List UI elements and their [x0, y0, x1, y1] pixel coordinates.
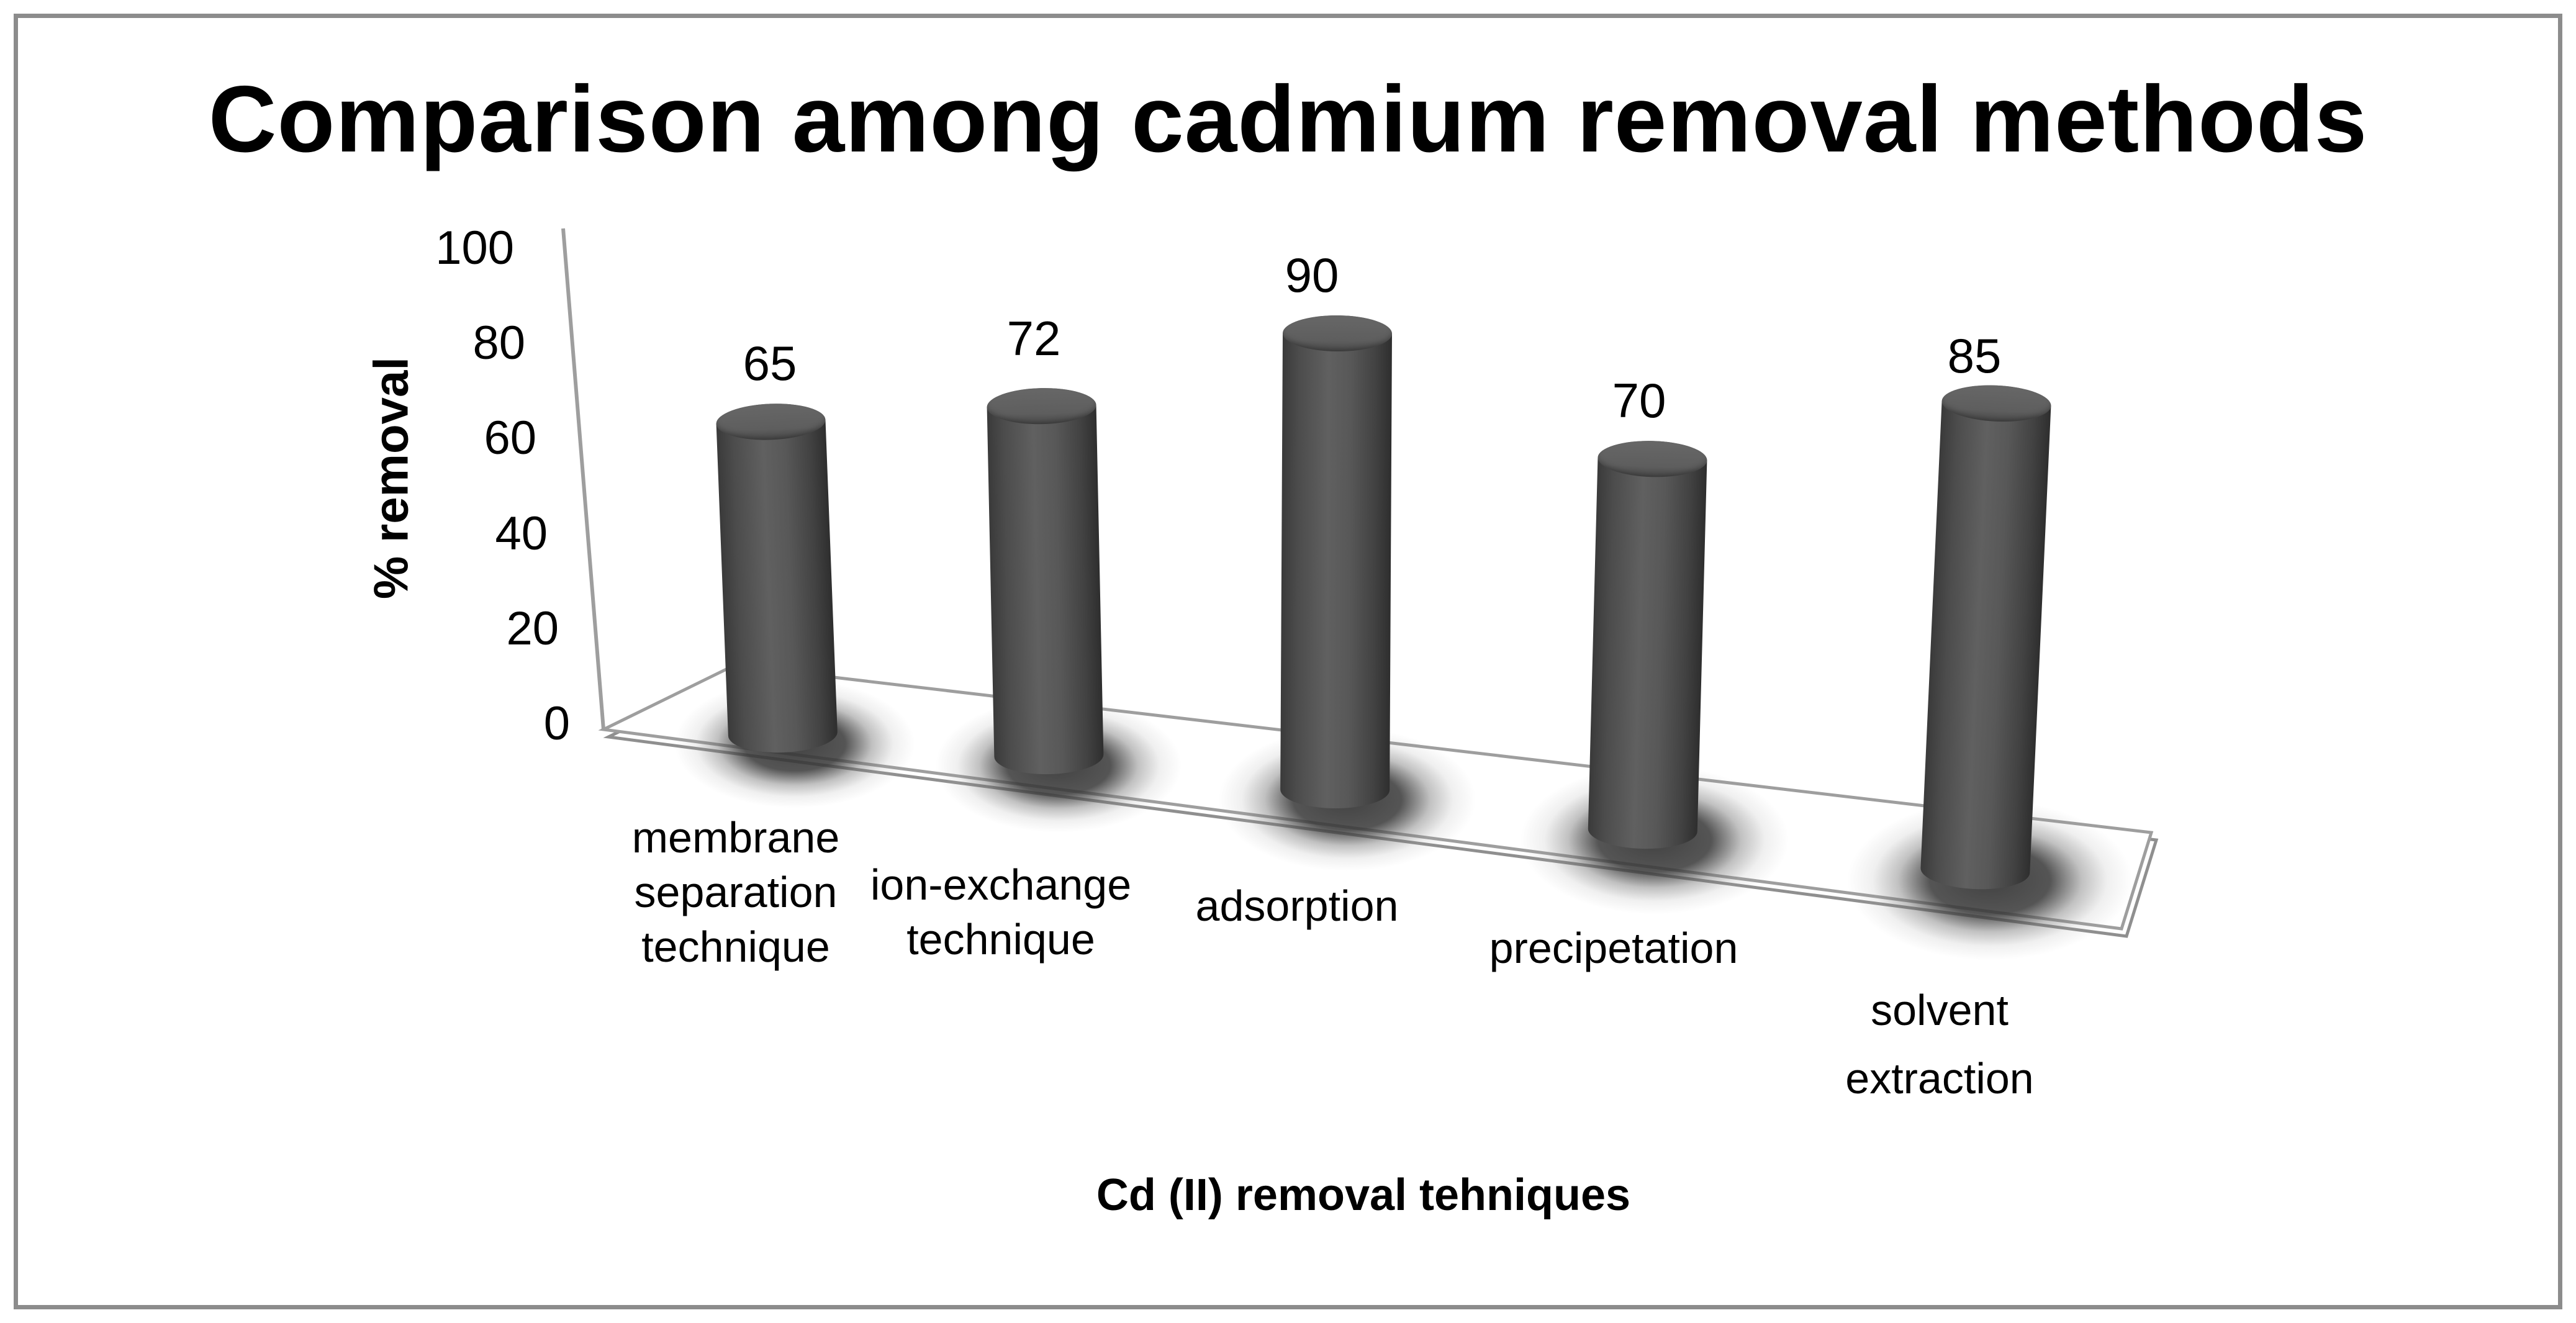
category-label: membrane separation technique	[631, 813, 840, 971]
cylinder-top-cap	[1282, 315, 1393, 352]
y-tick-100: 100	[435, 222, 514, 274]
data-label: 85	[1947, 328, 2002, 383]
data-label: 70	[1612, 373, 1666, 428]
x-axis-title: Cd (II) removal tehniques	[1096, 1170, 1631, 1220]
category-label: precipetation	[1489, 924, 1738, 972]
data-label: 72	[1006, 311, 1061, 366]
y-tick-20: 20	[506, 602, 559, 655]
y-tick-40: 40	[495, 507, 548, 560]
y-axis-line	[561, 228, 605, 730]
bar-cylinder-membrane-separation	[715, 402, 838, 755]
category-label: solvent extraction	[1845, 986, 2034, 1103]
category-label: ion-exchange technique	[870, 860, 1132, 964]
category-label: adsorption	[1195, 882, 1399, 930]
y-tick-80: 80	[472, 317, 525, 369]
chart-frame-border	[14, 14, 2562, 1309]
chart-title: Comparison among cadmium removal methods	[208, 66, 2368, 172]
y-tick-60: 60	[484, 412, 536, 464]
y-tick-0: 0	[543, 697, 570, 750]
bar-cylinder-adsorption	[1280, 315, 1393, 809]
data-label: 90	[1285, 248, 1339, 302]
bar-cylinder-ion-exchange	[986, 387, 1104, 775]
bar-cylinder-solvent-extraction	[1920, 382, 2052, 892]
data-label: 65	[743, 336, 797, 391]
bar-cylinder-precipetation	[1588, 439, 1708, 851]
